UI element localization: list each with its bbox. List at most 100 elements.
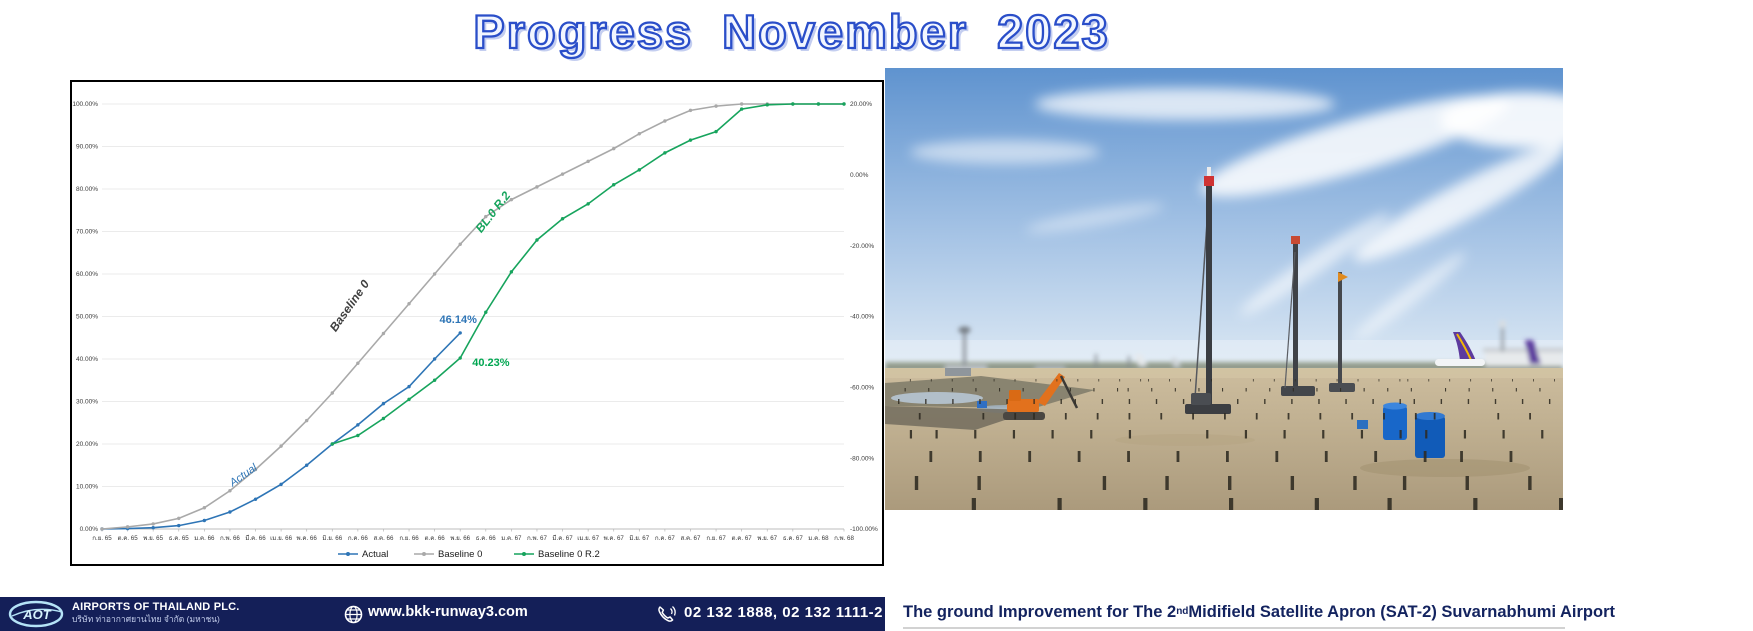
series-marker <box>177 523 181 528</box>
series-marker <box>432 357 437 361</box>
x-axis-label: ส.ค. 67 <box>680 535 701 542</box>
x-axis-label: พ.ย. 66 <box>450 535 470 542</box>
series-marker <box>407 384 411 389</box>
wick-drain-stakes <box>898 379 1563 510</box>
series-marker <box>356 361 360 365</box>
series-marker <box>714 104 718 108</box>
x-axis-label: พ.ค. 66 <box>297 535 318 542</box>
series-marker <box>228 489 232 493</box>
legend-label: Baseline 0 R.2 <box>538 549 600 560</box>
series-marker <box>381 331 386 336</box>
chart-panel: 0.00% 10.00% 20.00% 30.00% 40.00% 50.00% 60.00… <box>70 80 884 566</box>
series-marker <box>279 444 283 448</box>
series-marker <box>151 526 155 530</box>
series-marker <box>407 397 411 402</box>
y-axis-right-label: -20.00% <box>850 243 874 250</box>
y-axis-left-label: 80.00% <box>76 186 98 193</box>
wet-mud-area <box>885 376 1530 477</box>
chart-annotation: BL.0 R.2 <box>473 189 514 236</box>
series-marker <box>791 102 795 106</box>
x-axis-label: มิ.ย. 67 <box>629 535 649 542</box>
y-axis-left-label: 60.00% <box>76 271 98 278</box>
x-axis-label: ธ.ค. 65 <box>169 535 190 542</box>
y-axis-right-label: 20.00% <box>850 101 872 108</box>
x-axis-label: ก.ค. 66 <box>348 535 368 542</box>
series-marker <box>663 119 667 123</box>
series-marker <box>509 197 514 202</box>
series-marker <box>330 391 334 395</box>
x-axis-label: ต.ค. 65 <box>117 535 138 542</box>
series-marker <box>688 108 693 113</box>
far-ground <box>885 368 1563 378</box>
series-marker <box>535 238 539 242</box>
y-axis-left-label: 100.00% <box>72 101 98 108</box>
website-text: www.bkk-runway3.com <box>368 604 528 620</box>
aot-logo: AOT <box>8 600 64 628</box>
x-axis-label: ก.พ. 66 <box>220 535 240 542</box>
globe-icon <box>344 605 363 624</box>
series-marker <box>228 510 232 514</box>
y-axis-left-label: 30.00% <box>76 399 98 406</box>
chart-annotation: 40.23% <box>472 357 510 369</box>
series-marker <box>202 506 207 510</box>
phone-icon <box>658 606 676 622</box>
series-marker <box>125 525 130 529</box>
series-marker <box>458 242 462 246</box>
progress-chart: 0.00% 10.00% 20.00% 30.00% 40.00% 50.00% 60.00… <box>72 101 878 560</box>
series-marker <box>458 356 462 360</box>
series-marker <box>356 433 360 438</box>
x-axis-label: ธ.ค. 66 <box>476 535 497 542</box>
x-axis-label: ก.ย. 67 <box>706 535 726 542</box>
series-marker <box>177 516 181 521</box>
series-marker <box>100 527 104 531</box>
footer-bar: AOT AIRPORTS OF THAILAND PLC. บริษัท ท่า… <box>0 597 885 631</box>
series-marker <box>509 270 514 274</box>
x-axis-label: พ.ค. 67 <box>604 535 625 542</box>
x-axis-label: มี.ค. 67 <box>552 534 573 542</box>
svg-text:AOT: AOT <box>22 607 52 622</box>
y-axis-right-label: -40.00% <box>850 314 874 321</box>
x-axis-label: ต.ค. 67 <box>732 535 753 542</box>
series-marker <box>586 159 590 164</box>
series-marker <box>842 102 846 106</box>
x-axis-label: เม.ย. 67 <box>577 535 599 542</box>
series-marker <box>432 272 437 276</box>
series-marker <box>560 172 565 176</box>
series-marker <box>560 217 565 221</box>
series-marker <box>535 185 539 189</box>
chart-annotation: 46.14% <box>440 314 478 326</box>
phone-numbers: 02 132 1888, 02 132 1111-2 <box>684 604 884 621</box>
series-marker <box>739 102 744 106</box>
x-axis-label: พ.ย. 67 <box>757 535 777 542</box>
x-axis-label: ม.ค. 66 <box>194 535 215 542</box>
series-marker <box>407 302 411 306</box>
series-marker <box>279 482 283 487</box>
series-marker <box>381 416 386 421</box>
series-marker <box>739 107 744 111</box>
company-name-thai: บริษัท ท่าอากาศยานไทย จำกัด (มหาชน) <box>72 614 220 624</box>
legend-label: Baseline 0 <box>438 549 482 560</box>
series-marker <box>253 497 258 501</box>
y-axis-right-label: -60.00% <box>850 385 874 392</box>
x-axis-label: ก.พ. 67 <box>527 535 547 542</box>
series-marker <box>458 331 462 335</box>
series-marker <box>765 103 769 107</box>
series-marker <box>202 518 207 523</box>
x-axis-label: ก.พ. 68 <box>834 535 854 542</box>
series-marker <box>612 146 616 151</box>
x-axis-label: ม.ค. 67 <box>501 535 522 542</box>
series-marker <box>304 418 309 423</box>
y-axis-right-label: -100.00% <box>850 526 878 533</box>
page-title: Progress November 2023 <box>472 4 1110 59</box>
x-axis-label: ธ.ค. 67 <box>783 535 804 542</box>
series-marker <box>381 401 386 406</box>
chart-annotation: Baseline 0 <box>327 277 373 334</box>
y-axis-left-label: 70.00% <box>76 229 98 236</box>
series-line-baseline-0 <box>101 103 844 530</box>
caption-text-2: Midifield Satellite Apron (SAT-2) Suvarn… <box>1188 602 1615 621</box>
series-marker <box>816 102 821 106</box>
series-marker <box>612 183 616 187</box>
y-axis-left-label: 40.00% <box>76 356 98 363</box>
